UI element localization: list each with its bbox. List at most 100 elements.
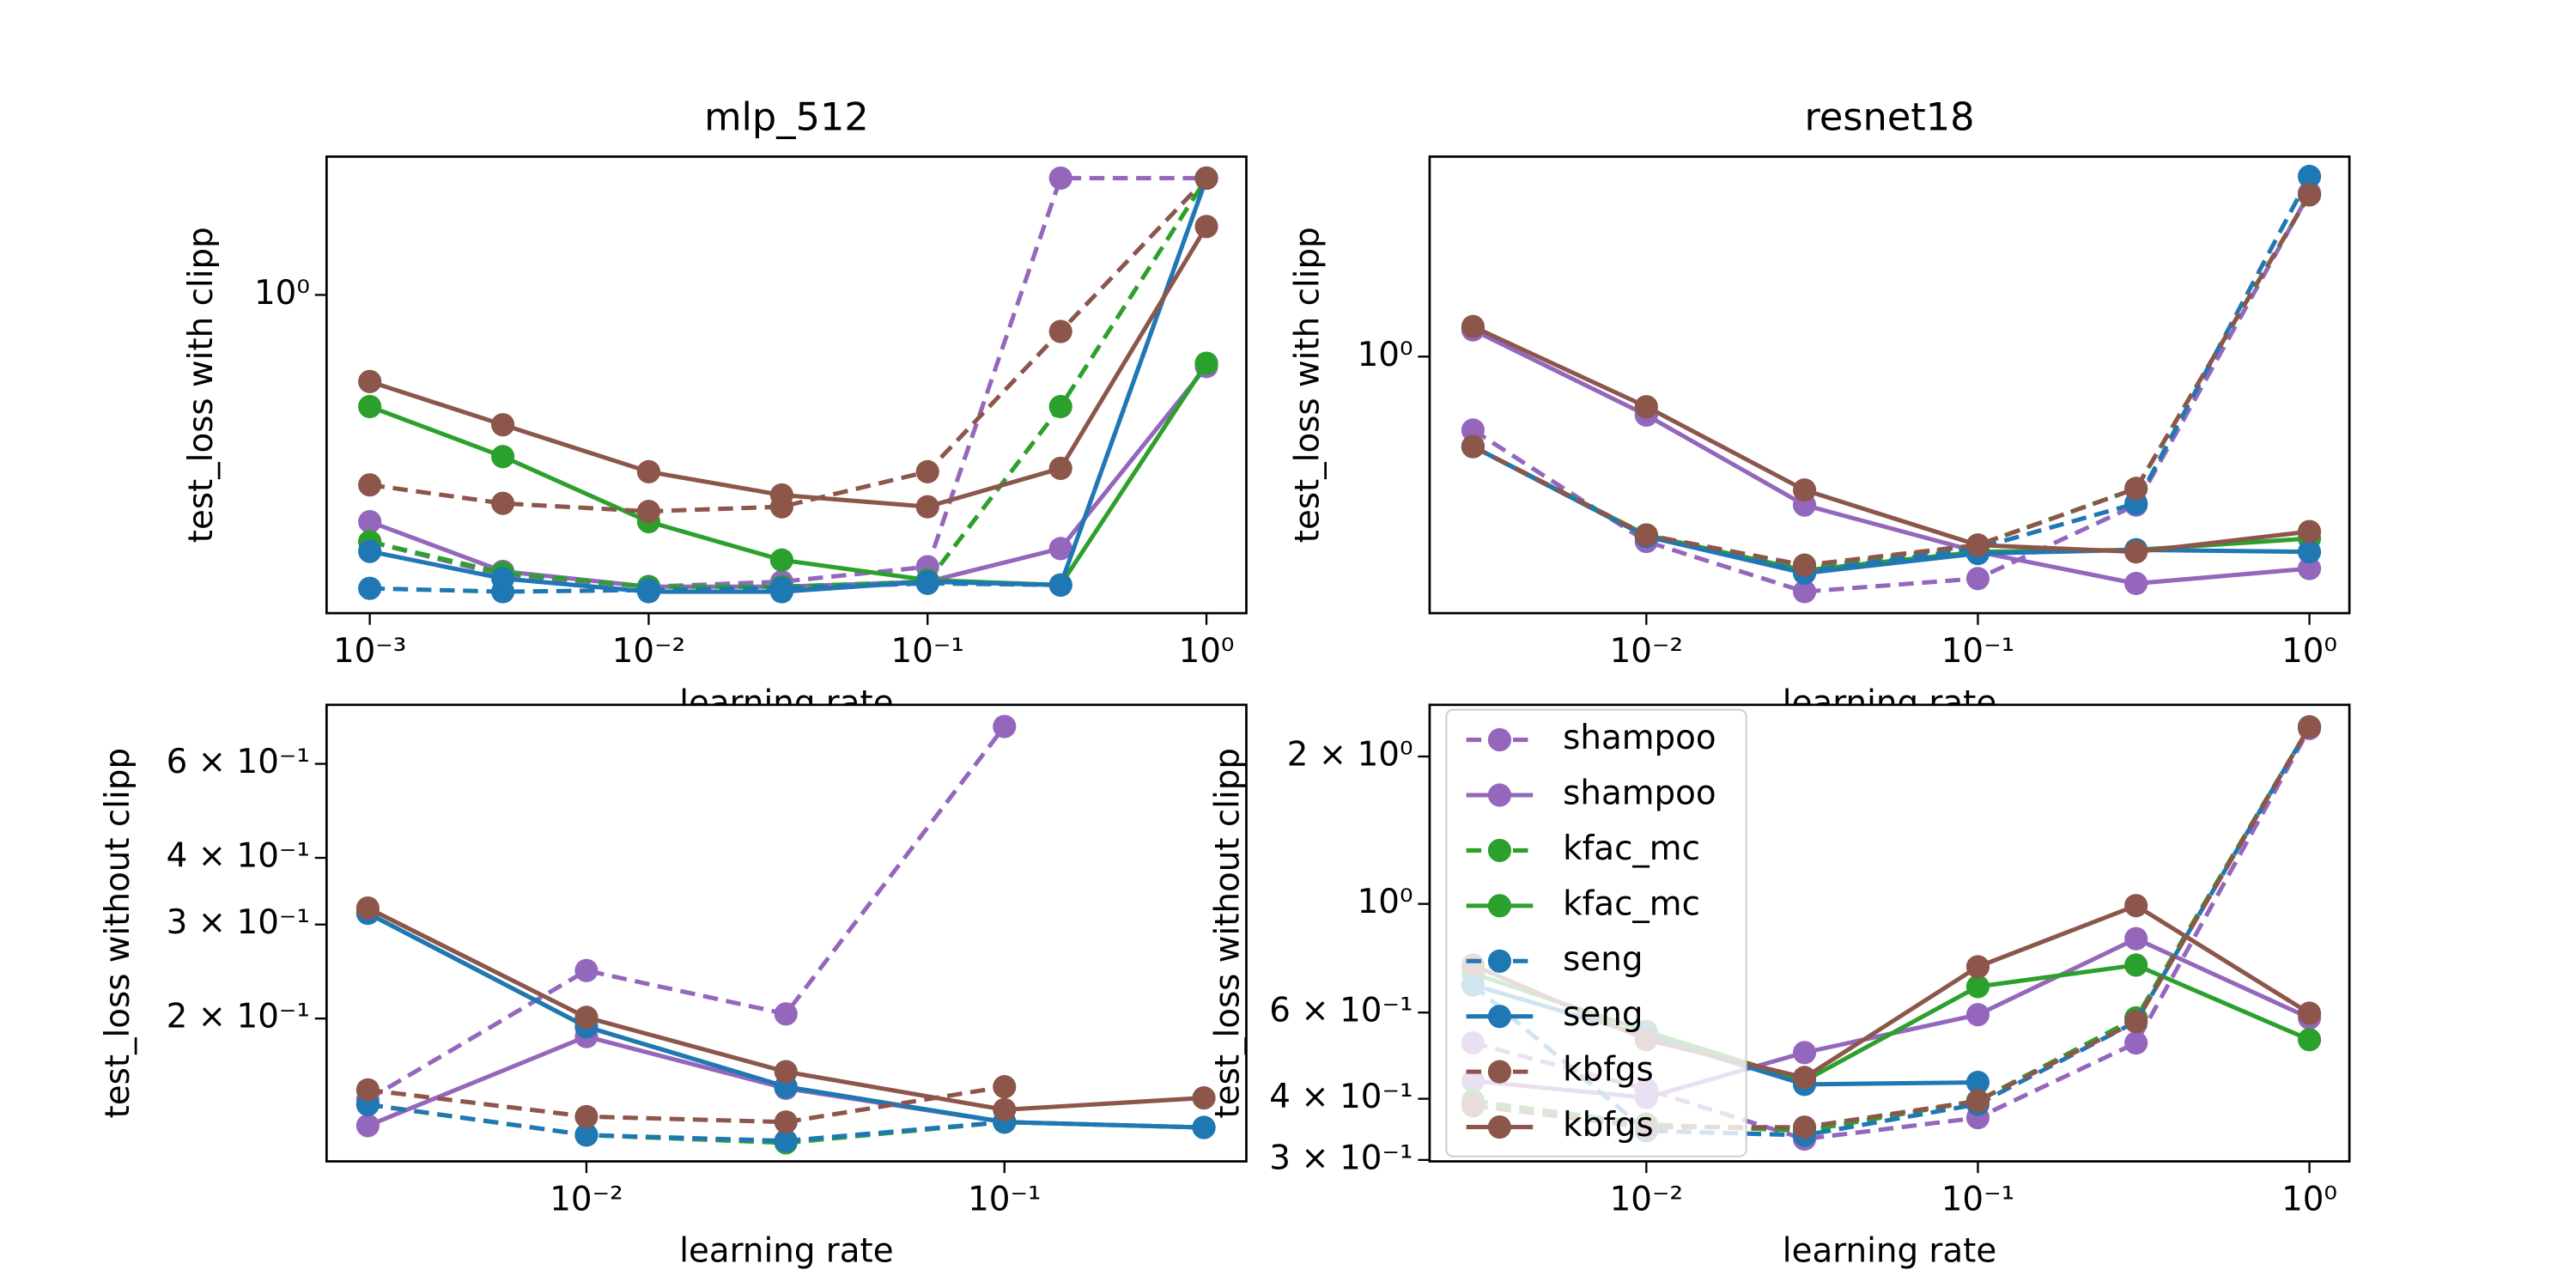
y-axis-label: test_loss without clipp [99, 748, 137, 1119]
legend-label: kfac_mc [1563, 884, 1700, 923]
data-point [2124, 540, 2148, 564]
y-tick-label: 10⁰ [1358, 883, 1413, 921]
data-point [1194, 215, 1218, 239]
legend-marker [1487, 1005, 1512, 1029]
legend-label: kfac_mc [1563, 829, 1700, 868]
data-point [358, 509, 382, 534]
data-point [1461, 418, 1485, 442]
data-point [1965, 1003, 1990, 1027]
data-point [355, 1114, 380, 1138]
legend-box [1445, 708, 1747, 1157]
data-point [1461, 434, 1485, 459]
legend-label: shampoo [1563, 775, 1716, 813]
data-point [355, 896, 380, 920]
y-tick-label: 6 × 10⁻¹ [1269, 992, 1413, 1030]
y-tick-label: 2 × 10⁻¹ [167, 998, 310, 1036]
data-point [491, 491, 515, 515]
data-point [1965, 533, 1990, 557]
data-point [574, 1123, 598, 1147]
x-tick-label: 10⁻¹ [968, 1181, 1041, 1219]
x-axis-label: learning rate [679, 1232, 893, 1271]
data-point [2124, 1031, 2148, 1055]
data-point [1792, 478, 1817, 502]
axes-frame [325, 703, 1248, 1163]
data-point [358, 539, 382, 563]
data-point [2124, 953, 2148, 977]
data-point [636, 500, 661, 524]
data-point [993, 714, 1017, 738]
data-point [574, 958, 598, 982]
data-point [1634, 523, 1658, 547]
data-point [1792, 1066, 1817, 1090]
data-point [1965, 1070, 1990, 1095]
data-point [1965, 567, 1990, 591]
data-point [2124, 894, 2148, 918]
series-line [1472, 193, 2312, 568]
data-point [574, 1005, 598, 1030]
data-point [1048, 319, 1072, 343]
series-line [1472, 175, 2312, 574]
data-point [1048, 394, 1072, 419]
subplot-title: mlp_512 [704, 95, 869, 140]
data-point [2297, 1028, 2322, 1052]
data-point [915, 569, 939, 594]
data-point [355, 1078, 380, 1102]
data-point [774, 1110, 798, 1134]
legend-marker [1487, 783, 1512, 807]
data-point [574, 1104, 598, 1128]
data-point [1965, 1089, 1990, 1113]
data-point [491, 567, 515, 591]
data-point [1048, 537, 1072, 561]
data-point [1048, 573, 1072, 597]
data-point [2297, 556, 2322, 580]
data-point [1634, 395, 1658, 419]
legend-marker [1487, 727, 1512, 752]
axes-frame [325, 155, 1248, 615]
data-point [358, 369, 382, 393]
y-tick-label: 4 × 10⁻¹ [167, 837, 310, 876]
data-point [1792, 1115, 1817, 1139]
data-point [915, 495, 939, 519]
data-point [491, 445, 515, 469]
y-tick-label: 10⁰ [254, 274, 310, 313]
x-tick-label: 10⁻¹ [891, 632, 964, 671]
data-point [1792, 580, 1817, 604]
x-tick-label: 10⁻² [1610, 632, 1683, 671]
x-tick-label: 10⁻³ [333, 632, 406, 671]
y-tick-label: 10⁰ [1358, 336, 1413, 374]
data-point [2124, 1010, 2148, 1034]
x-axis-label: learning rate [1783, 1232, 1996, 1271]
data-point [2297, 519, 2322, 544]
data-point [993, 1097, 1017, 1121]
data-point [1461, 314, 1485, 338]
data-point [1792, 1041, 1817, 1065]
y-tick-label: 2 × 10⁰ [1287, 735, 1413, 774]
data-point [2297, 164, 2322, 189]
axes-frame [1428, 155, 2351, 615]
data-point [491, 413, 515, 437]
data-point [636, 580, 661, 604]
data-point [358, 394, 382, 419]
data-point [1048, 166, 1072, 191]
x-tick-label: 10⁻² [612, 632, 685, 671]
legend-marker [1487, 1060, 1512, 1084]
data-point [774, 1060, 798, 1084]
data-point [774, 1002, 798, 1026]
legend-marker [1487, 894, 1512, 918]
series-line [1472, 327, 2310, 586]
y-tick-label: 4 × 10⁻¹ [1269, 1078, 1413, 1116]
data-point [769, 483, 793, 507]
x-tick-label: 10⁻¹ [1941, 632, 2014, 671]
data-point [1194, 166, 1218, 191]
x-tick-label: 10⁰ [1179, 632, 1235, 671]
data-point [2297, 714, 2322, 739]
legend-marker [1487, 949, 1512, 973]
data-point [1192, 1115, 1216, 1139]
data-point [1792, 553, 1817, 577]
data-point [2297, 1001, 2322, 1025]
data-point [358, 473, 382, 497]
data-point [769, 548, 793, 572]
y-axis-label: test_loss without clipp [1209, 748, 1248, 1119]
axes-background [326, 156, 1247, 614]
x-tick-label: 10⁰ [2281, 1181, 2337, 1219]
